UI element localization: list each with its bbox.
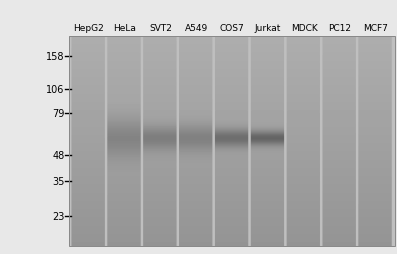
Text: HeLa: HeLa [113, 24, 136, 33]
Text: 35: 35 [52, 176, 65, 186]
Text: A549: A549 [185, 24, 208, 33]
Text: SVT2: SVT2 [149, 24, 172, 33]
Text: Jurkat: Jurkat [255, 24, 281, 33]
Text: 79: 79 [52, 109, 65, 119]
Text: COS7: COS7 [220, 24, 245, 33]
Text: MDCK: MDCK [291, 24, 317, 33]
Text: 158: 158 [46, 52, 65, 61]
Text: MCF7: MCF7 [363, 24, 388, 33]
Text: PC12: PC12 [328, 24, 351, 33]
Text: 23: 23 [52, 211, 65, 221]
Text: HepG2: HepG2 [73, 24, 104, 33]
Text: 48: 48 [52, 150, 65, 160]
Text: 106: 106 [46, 85, 65, 94]
